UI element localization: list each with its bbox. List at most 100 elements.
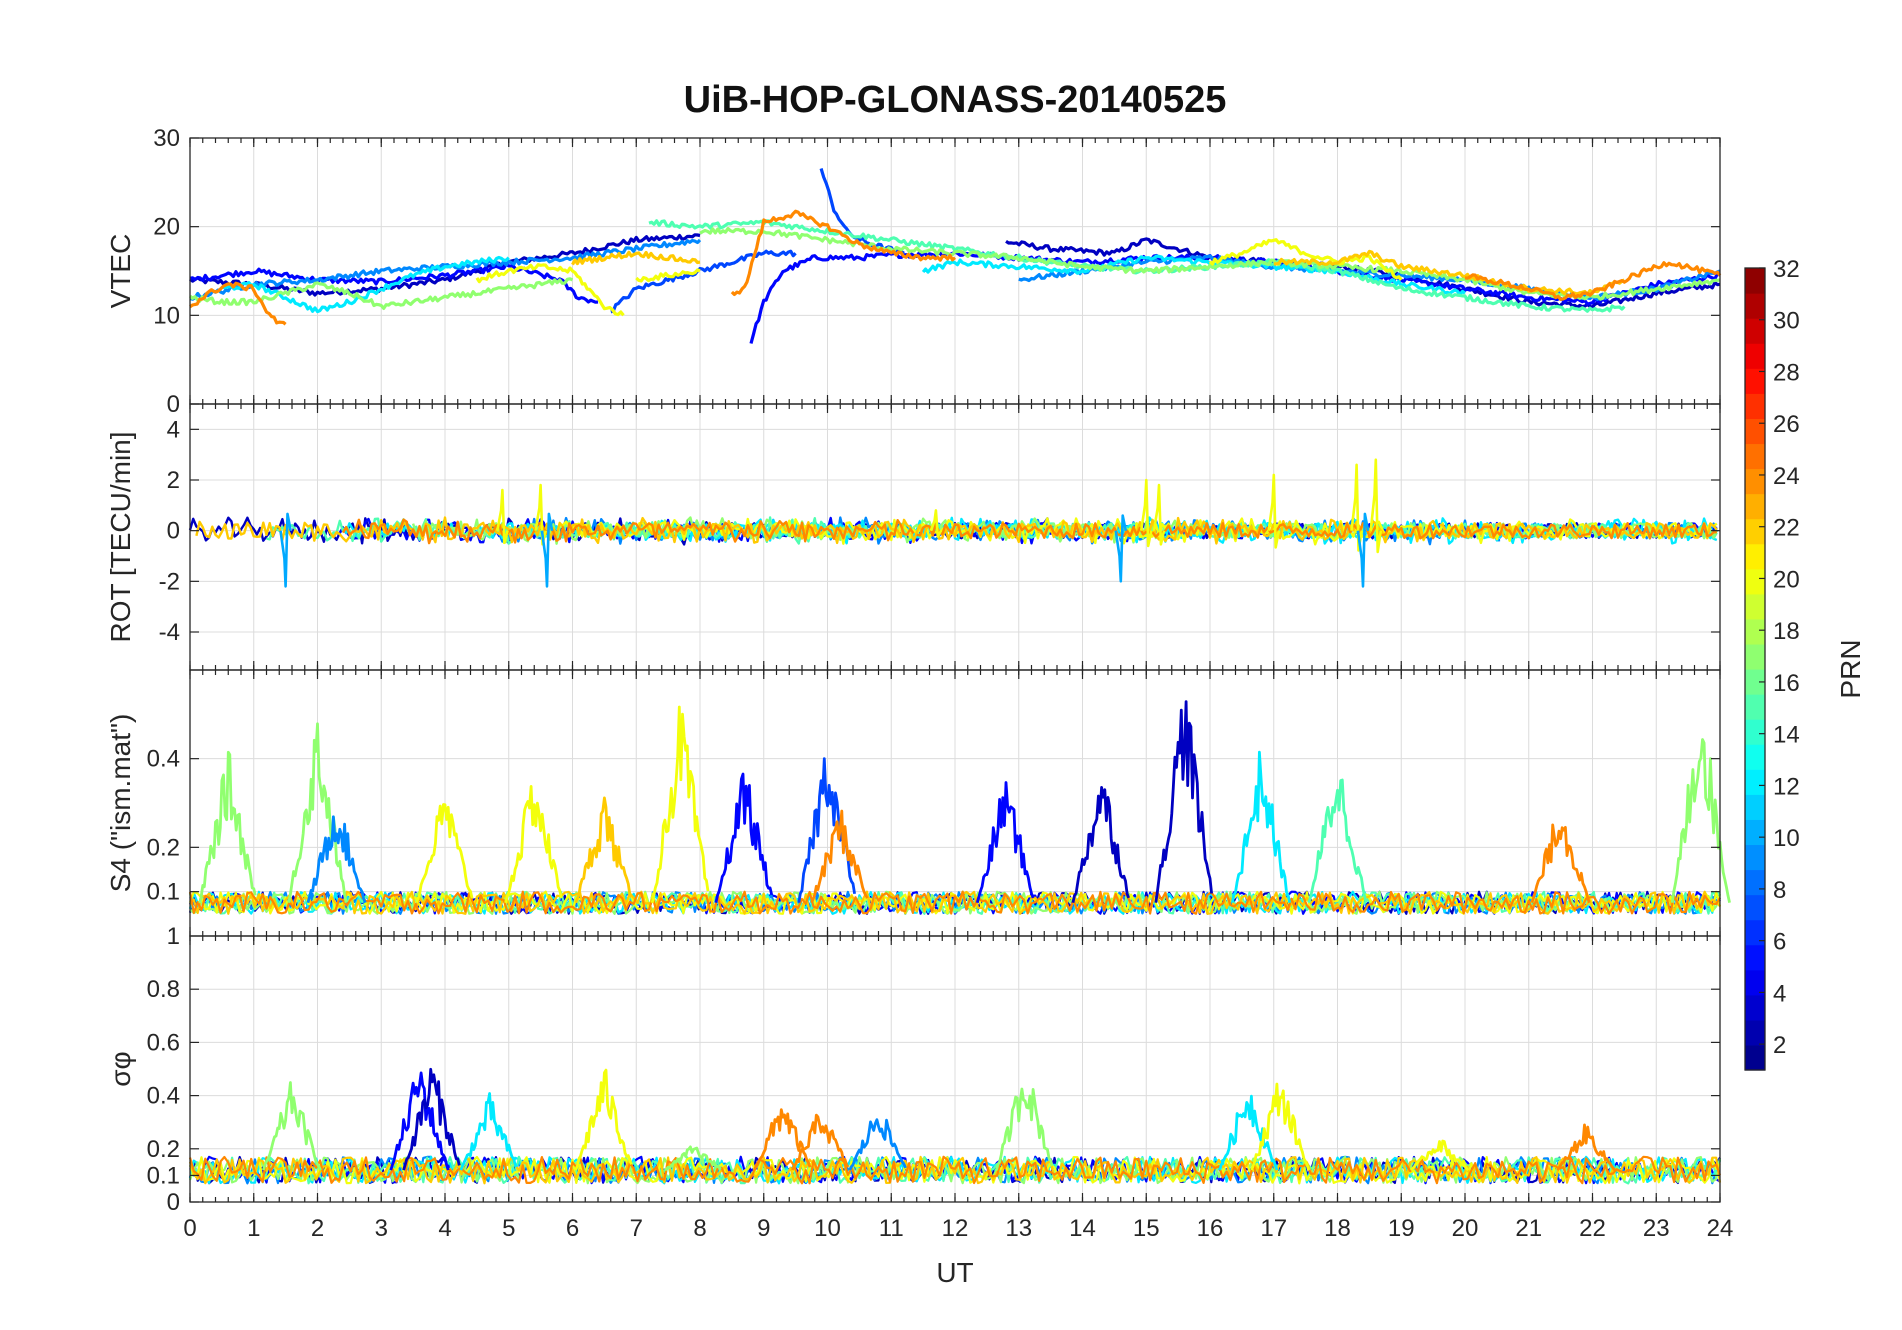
series-line-prn-24 <box>730 209 957 297</box>
series-group <box>188 168 1722 344</box>
peak-prn-3 <box>1154 700 1213 903</box>
colorbar-swatch <box>1745 769 1765 795</box>
colorbar-tick-label: 8 <box>1773 877 1786 904</box>
colorbar-swatch <box>1745 268 1765 294</box>
x-axis-label: UT <box>936 1257 973 1288</box>
rot-spike <box>1356 512 1370 588</box>
colorbar-swatch <box>1745 593 1765 620</box>
colorbar-swatch <box>1745 919 1765 946</box>
peak-prn-24 <box>1530 823 1591 904</box>
peak-prn-5 <box>975 781 1035 904</box>
x-tick-label: 16 <box>1197 1215 1224 1242</box>
y-tick-label-extra: 1 <box>167 923 180 950</box>
peak-prn-20 <box>1250 1082 1311 1171</box>
series-line-prn-3 <box>188 233 701 297</box>
series-line-prn-22 <box>1439 522 1718 540</box>
series-line-prn-12 <box>921 254 1466 296</box>
colorbar-swatch <box>1745 794 1765 820</box>
y-tick-label: 10 <box>153 302 180 329</box>
rot-spike <box>279 512 292 588</box>
colorbar-swatch <box>1745 1044 1765 1071</box>
peak-prn-5 <box>389 1071 450 1171</box>
series-line-prn-5 <box>189 262 599 304</box>
peak-prn-12 <box>1218 1094 1279 1171</box>
colorbar-swatch <box>1745 894 1765 921</box>
peak-prn-24 <box>791 1113 850 1171</box>
x-tick-label: 10 <box>814 1215 841 1242</box>
x-tick-label: 1 <box>247 1215 260 1242</box>
peak-prn-20 <box>504 785 563 904</box>
series-group <box>188 458 1718 588</box>
x-tick-label: 14 <box>1069 1215 1096 1242</box>
x-tick-label: 23 <box>1643 1215 1670 1242</box>
colorbar-swatch <box>1745 819 1765 846</box>
peak-prn-17 <box>995 1087 1054 1171</box>
colorbar-swatch <box>1745 618 1765 645</box>
rot-spike <box>540 512 554 588</box>
x-tick-label: 20 <box>1452 1215 1479 1242</box>
colorbar-label: PRN <box>1835 639 1866 698</box>
colorbar-swatch <box>1745 393 1765 419</box>
x-tick-label: 21 <box>1515 1215 1542 1242</box>
colorbar-tick-label: 6 <box>1773 929 1786 956</box>
y-tick-label: 0.2 <box>147 834 180 861</box>
x-tick-label: 7 <box>630 1215 643 1242</box>
series-line-prn-7 <box>610 249 797 314</box>
x-tick-label: 12 <box>942 1215 969 1242</box>
peak-prn-20 <box>574 1068 633 1171</box>
x-tick-label: 8 <box>693 1215 706 1242</box>
rot-spike <box>1152 483 1166 546</box>
colorbar-tick-label: 30 <box>1773 308 1800 335</box>
series-line-prn-17 <box>189 890 1722 915</box>
y-tick-label: -4 <box>159 619 180 646</box>
x-tick-label: 0 <box>183 1215 196 1242</box>
peak-prn-24 <box>752 1108 812 1171</box>
colorbar-tick-label: 28 <box>1773 359 1800 386</box>
x-tick-label: 18 <box>1324 1215 1351 1242</box>
colorbar-tick-label: 32 <box>1773 256 1800 283</box>
colorbar-tick-label: 14 <box>1773 722 1800 749</box>
series-line-prn-12 <box>221 255 510 314</box>
peak-prn-24 <box>810 809 869 904</box>
colorbar-tick-label: 26 <box>1773 411 1800 438</box>
x-tick-label: 19 <box>1388 1215 1415 1242</box>
x-tick-label: 15 <box>1133 1215 1160 1242</box>
x-tick-label: 2 <box>311 1215 324 1242</box>
colorbar-tick-label: 18 <box>1773 618 1800 645</box>
y-axis-label: σφ <box>105 1051 136 1086</box>
peak-prn-12 <box>1230 750 1292 904</box>
series-line-prn-17 <box>699 227 1721 301</box>
y-tick-label: 0.2 <box>147 1136 180 1163</box>
colorbar-tick-label: 4 <box>1773 980 1786 1007</box>
colorbar-swatch <box>1745 543 1765 570</box>
colorbar-swatch <box>1745 318 1765 344</box>
y-axis-label: VTEC <box>105 234 136 309</box>
series-line-prn-22 <box>1273 249 1626 296</box>
peak-prn-20 <box>650 705 710 904</box>
y-tick-label: 0.6 <box>147 1029 180 1056</box>
colorbar-swatch <box>1745 493 1765 520</box>
colorbar-swatch <box>1745 719 1765 745</box>
colorbar-swatch <box>1745 443 1765 470</box>
y-tick-label: 20 <box>153 214 180 241</box>
peak-prn-20 <box>414 803 474 904</box>
colorbar-swatch <box>1745 744 1765 770</box>
rot-spike <box>929 509 943 538</box>
y-tick-label: 30 <box>153 125 180 152</box>
colorbar-swatch <box>1745 869 1765 896</box>
peak-prn-3 <box>402 1067 461 1171</box>
panel-vtec: 0 10 20 30 VTEC <box>105 125 1722 418</box>
rot-spike <box>1139 478 1153 548</box>
series-group <box>188 700 1731 915</box>
colorbar-swatch <box>1745 944 1765 971</box>
colorbar-swatch <box>1745 418 1765 445</box>
colorbar-tick-label: 22 <box>1773 515 1800 542</box>
colorbar-swatch <box>1745 368 1765 394</box>
colorbar-swatch <box>1745 1019 1765 1046</box>
peak-prn-17 <box>664 1145 722 1172</box>
peak-prn-20 <box>1409 1139 1470 1172</box>
rot-spike <box>1114 514 1128 583</box>
